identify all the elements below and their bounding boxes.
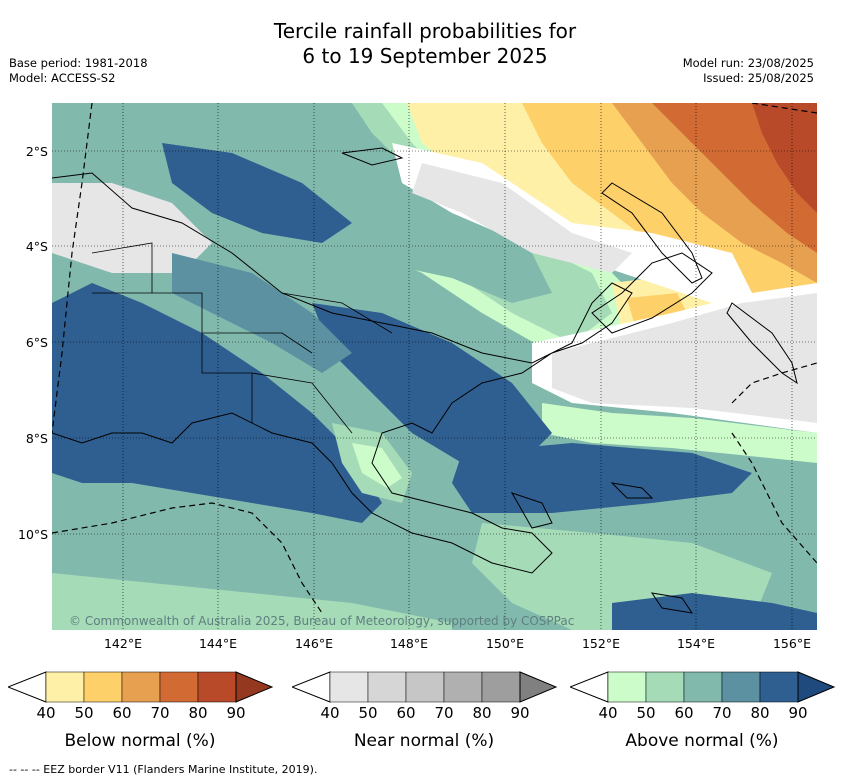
zone-near-40-west (52, 183, 212, 273)
cb-above-1 (645, 671, 685, 703)
zone-near-40-north (412, 163, 632, 273)
lon-tick-148e: 148°E (389, 636, 428, 651)
lon-tick-150e: 150°E (485, 636, 524, 651)
cb-below-1 (83, 671, 123, 703)
cb-below-0 (45, 671, 85, 703)
coastline-new-ireland (601, 182, 703, 284)
colorbar-near (292, 671, 558, 703)
cb-near-tick-60: 60 (396, 704, 416, 722)
lat-tick-10s: 10°S (18, 527, 49, 542)
cb-below-tick-90: 90 (226, 704, 246, 722)
model-run: Model run: 23/08/2025 (682, 56, 814, 70)
cb-below-tick-80: 80 (188, 704, 208, 722)
zone-above-50-south (52, 573, 452, 630)
meta-right: Model run: 23/08/2025 Issued: 25/08/2025 (683, 56, 814, 86)
lat-tick-4s: 4°S (25, 239, 48, 254)
lat-tick-8s: 8°S (25, 431, 48, 446)
zone-above-80-central (312, 303, 552, 463)
coastline-manus (341, 147, 404, 166)
lon-tick-142e: 142°E (103, 636, 142, 651)
zone-above-80-southeast (612, 593, 817, 630)
cb-above-4 (759, 671, 799, 703)
copyright-notice: © Commonwealth of Australia 2025, Bureau… (69, 614, 575, 628)
colorbar-above (570, 671, 836, 703)
cb-below-tick-60: 60 (112, 704, 132, 722)
lon-tick-152e: 152°E (581, 636, 620, 651)
zone-above-70-ring (172, 253, 352, 373)
gridlines (52, 103, 817, 630)
lat-tick-6s: 6°S (25, 335, 48, 350)
zone-above-80-west (52, 283, 382, 523)
cb-near-0 (329, 671, 369, 703)
lon-tick-156e: 156°E (772, 636, 811, 651)
cb-near-tick-80: 80 (472, 704, 492, 722)
cb-below-tick-50: 50 (74, 704, 94, 722)
cb-above-tick-70: 70 (712, 704, 732, 722)
zone-above-40-east (542, 403, 817, 463)
coastline-bougainville (726, 302, 798, 385)
cb-near-4 (481, 671, 521, 703)
cb-near-tick-40: 40 (320, 704, 340, 722)
cb-near-3 (443, 671, 483, 703)
colorbar-below (8, 671, 274, 703)
coastline-new-britain (591, 252, 713, 334)
zone-near-40-east (552, 293, 817, 423)
legend-label-near: Near normal (%) (353, 731, 495, 751)
coastline-islands-se (510, 482, 694, 614)
map-title: Tercile rainfall probabilities for 6 to … (0, 19, 850, 69)
meta-left: Base period: 1981-2018 Model: ACCESS-S2 (9, 56, 148, 86)
cb-near-1 (367, 671, 407, 703)
cb-above-3 (721, 671, 761, 703)
zone-below-80 (752, 103, 817, 213)
cb-near-tick-70: 70 (434, 704, 454, 722)
zone-above-60-south (52, 503, 392, 593)
cb-near-tick-50: 50 (358, 704, 378, 722)
zone-above-40-central-band (352, 443, 402, 488)
rainfall-map (52, 103, 817, 630)
cb-near-tick-90: 90 (510, 704, 530, 722)
cb-below-4 (197, 671, 237, 703)
cb-below-tick-70: 70 (150, 704, 170, 722)
lon-tick-154e: 154°E (676, 636, 715, 651)
lat-tick-2s: 2°S (25, 144, 48, 159)
map-svg (52, 103, 817, 630)
base-period: Base period: 1981-2018 (9, 56, 148, 70)
cb-above-0 (607, 671, 647, 703)
cb-above-tick-80: 80 (750, 704, 770, 722)
cb-above-2 (683, 671, 723, 703)
model-name: Model: ACCESS-S2 (9, 71, 116, 85)
lon-tick-146e: 146°E (294, 636, 333, 651)
cb-above-tick-60: 60 (674, 704, 694, 722)
cb-below-3 (159, 671, 199, 703)
zone-above-80-south (452, 443, 752, 513)
cb-above-tick-90: 90 (788, 704, 808, 722)
cb-above-tick-40: 40 (598, 704, 618, 722)
eez-footnote: -- -- -- EEZ border V11 (Flanders Marine… (9, 763, 318, 776)
coastline-png-mainland (52, 172, 633, 574)
title-line-2: 6 to 19 September 2025 (302, 44, 548, 68)
lon-tick-144e: 144°E (198, 636, 237, 651)
legend-label-above: Above normal (%) (625, 731, 779, 751)
cb-above-tick-50: 50 (636, 704, 656, 722)
cb-near-2 (405, 671, 445, 703)
cb-below-tick-40: 40 (36, 704, 56, 722)
cb-below-2 (121, 671, 161, 703)
title-line-1: Tercile rainfall probabilities for (273, 19, 577, 43)
zone-above-80-north (162, 143, 352, 243)
eez-border (52, 103, 817, 614)
legend-label-below: Below normal (%) (64, 731, 216, 751)
issued-date: Issued: 25/08/2025 (703, 71, 814, 85)
province-borders (91, 242, 393, 434)
